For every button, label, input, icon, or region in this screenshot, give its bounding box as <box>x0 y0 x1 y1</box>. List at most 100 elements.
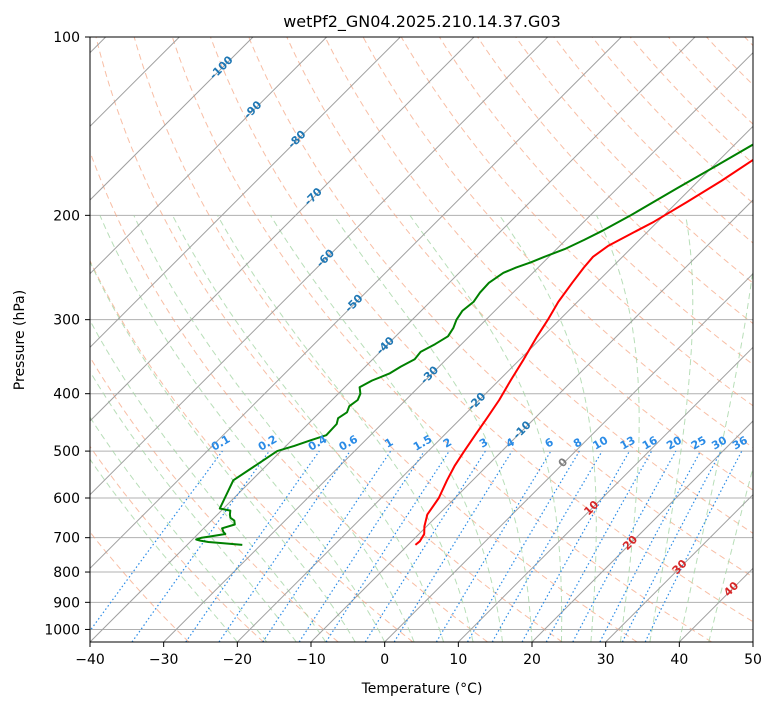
mixing-ratio-line <box>599 450 702 642</box>
dry-adiabat <box>171 37 712 642</box>
dry-adiabat <box>210 37 753 623</box>
isotherm-label: -50 <box>342 292 365 315</box>
mixing-ratio-line <box>185 450 320 642</box>
moist-adiabat <box>678 265 753 642</box>
isotherm <box>678 567 753 642</box>
moist-adiabat <box>217 215 474 642</box>
chart-title: wetPf2_GN04.2025.210.14.37.G03 <box>283 12 561 32</box>
isotherm <box>163 51 753 642</box>
x-tick-label: 20 <box>523 652 541 668</box>
isotherm <box>90 37 696 642</box>
isotherm <box>236 125 753 642</box>
mixing-ratio-label: 16 <box>640 433 660 452</box>
x-tick-label: −20 <box>223 652 253 668</box>
moist-adiabat <box>708 466 753 642</box>
moist-adiabat <box>90 370 297 642</box>
mixing-ratio-line <box>325 450 450 642</box>
y-tick-label: 1000 <box>44 622 80 638</box>
moist-adiabat <box>649 215 694 642</box>
y-tick-label: 900 <box>53 595 80 611</box>
mixing-ratio-line <box>572 450 677 642</box>
isotherm <box>90 37 328 275</box>
dry-adiabat <box>90 445 264 642</box>
mixing-ratio-line <box>545 450 653 642</box>
moist-adiabat <box>99 215 386 642</box>
x-tick-label: −40 <box>75 652 105 668</box>
moist-adiabat <box>409 215 563 642</box>
dry-adiabat <box>133 37 638 642</box>
moist-adiabat <box>270 215 503 642</box>
isotherm-label: -100 <box>207 53 236 82</box>
mixing-ratio-line <box>218 450 351 642</box>
moist-adiabat <box>133 215 415 642</box>
y-tick-label: 600 <box>53 491 80 507</box>
moist-adiabat <box>172 215 445 642</box>
y-tick-label: 500 <box>53 444 80 460</box>
plot-area <box>90 37 753 642</box>
isotherm <box>384 272 753 642</box>
mixing-ratio-line <box>466 450 580 642</box>
mixing-ratio-label: 6 <box>543 435 556 450</box>
isotherm <box>531 420 753 642</box>
isotherm-label: 10 <box>581 498 601 518</box>
isotherm-label: -80 <box>285 128 308 151</box>
dry-adiabat <box>90 259 414 642</box>
mixing-ratio-label: 13 <box>618 434 638 453</box>
dry-adiabat <box>591 37 753 204</box>
dewpoint-profile <box>195 143 753 546</box>
mixing-ratio-label: 25 <box>689 434 709 453</box>
isotherm-label: -90 <box>241 98 264 121</box>
mixing-ratio-line <box>364 450 486 642</box>
isotherm-label: -40 <box>374 334 397 357</box>
mixing-ratio-label: 1 <box>382 436 395 451</box>
isotherm-label: 40 <box>721 579 741 599</box>
dry-adiabat <box>90 356 339 642</box>
moist-adiabat <box>90 416 268 642</box>
isotherm-label: 0 <box>556 455 571 470</box>
dry-adiabat <box>90 150 488 642</box>
dry-adiabat <box>629 37 753 165</box>
y-tick-label: 400 <box>53 387 80 403</box>
y-tick-label: 800 <box>53 565 80 581</box>
mixing-ratio-line <box>393 450 513 642</box>
x-tick-label: 0 <box>380 652 389 668</box>
isotherm-label: 30 <box>670 557 690 577</box>
isotherm <box>90 37 549 496</box>
x-tick-label: −10 <box>296 652 326 668</box>
mixing-ratio-line <box>435 450 552 642</box>
isotherm-label: -10 <box>510 418 533 441</box>
dry-adiabat <box>95 37 563 642</box>
isotherm <box>90 37 254 201</box>
dry-adiabat <box>744 37 753 47</box>
moist-adiabat <box>90 319 327 642</box>
x-tick-label: 30 <box>597 652 615 668</box>
moist-adiabat <box>90 458 238 642</box>
temperature-profile <box>414 158 753 546</box>
x-tick-label: −30 <box>149 652 179 668</box>
x-tick-label: 10 <box>449 652 467 668</box>
mixing-ratio-line <box>131 450 270 642</box>
dry-adiabat <box>324 37 753 491</box>
axes: −40 −30 −20 −10 0 10 20 30 40 5010020030040050060… <box>44 30 762 668</box>
moist-adiabat <box>90 260 356 642</box>
isotherm-label: -60 <box>314 246 337 269</box>
dry-adiabat <box>668 37 753 125</box>
mixing-ratio-label: 8 <box>571 436 584 451</box>
mixing-ratio-line <box>298 450 425 642</box>
dry-adiabat <box>706 37 753 86</box>
y-tick-label: 200 <box>53 208 80 224</box>
moist-adiabat <box>333 215 533 642</box>
isotherm <box>457 346 753 642</box>
mixing-ratio-label: 1.5 <box>411 433 434 454</box>
mixing-ratio-line <box>262 450 392 642</box>
mixing-ratio-label: 30 <box>709 433 729 452</box>
dry-adiabat <box>477 37 753 325</box>
isotherm <box>310 199 753 642</box>
mixing-ratio-line <box>491 450 603 642</box>
isotherm-label: -30 <box>418 363 441 386</box>
isotherm <box>605 493 753 642</box>
mixing-ratio-line <box>90 450 223 632</box>
y-axis-label: Pressure (hPa) <box>12 290 28 390</box>
mixing-ratio-label: 36 <box>730 433 750 452</box>
